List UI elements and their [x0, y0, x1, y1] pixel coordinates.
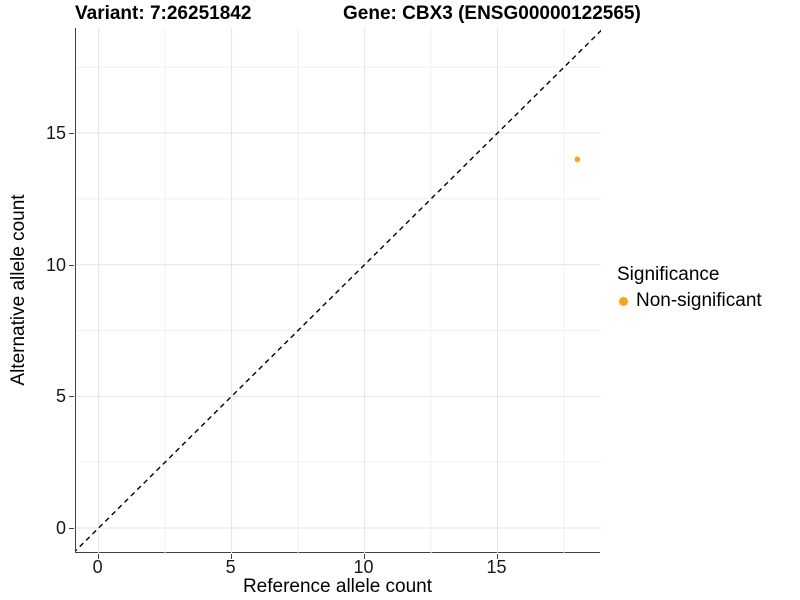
plot-panel [75, 28, 601, 553]
y-axis-title: Alternative allele count [8, 194, 29, 386]
y-tick-label: 5 [55, 386, 66, 407]
legend-title: Significance [617, 264, 720, 285]
x-tick-label: 15 [486, 557, 507, 577]
legend: Significance Non-significant [612, 263, 762, 313]
identity-dashed-line [76, 29, 601, 552]
x-axis-tick [230, 554, 232, 559]
legend-entry-label: Non-significant [636, 290, 762, 311]
legend-point-icon [619, 296, 628, 306]
legend-entry: Non-significant [612, 289, 762, 313]
x-axis-tick [363, 554, 365, 559]
gene-title: Gene: CBX3 (ENSG00000122565) [343, 3, 641, 24]
data-point [574, 156, 581, 163]
x-tick-label: 10 [353, 557, 374, 577]
y-axis-tick [69, 527, 74, 529]
x-tick-label: 5 [225, 557, 236, 577]
x-axis-tick [496, 554, 498, 559]
y-tick-label: 15 [45, 123, 66, 144]
y-axis-tick [69, 133, 74, 135]
y-axis-tick [69, 264, 74, 266]
y-tick-label: 10 [45, 254, 66, 275]
plot-canvas [76, 28, 601, 553]
x-axis-tick [97, 554, 99, 559]
y-axis-tick [69, 396, 74, 398]
x-axis-title: Reference allele count [242, 576, 433, 597]
variant-title: Variant: 7:26251842 [75, 3, 252, 24]
x-tick-label: 0 [92, 557, 103, 577]
y-tick-label: 0 [55, 517, 66, 538]
